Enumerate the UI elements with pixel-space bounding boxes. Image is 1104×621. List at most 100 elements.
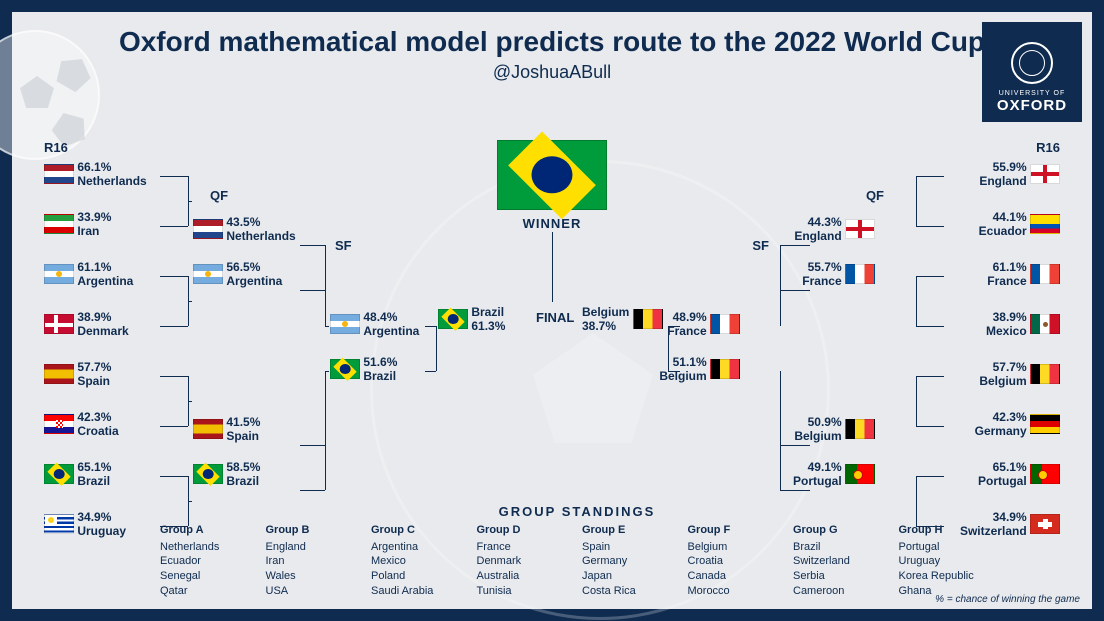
final-left: Brazil61.3% — [438, 305, 505, 333]
bracket-line — [160, 276, 188, 277]
qf-node: 56.5%Argentina — [193, 260, 282, 288]
bracket-line — [325, 371, 329, 372]
bracket-line — [425, 326, 436, 327]
group-col: Group BEnglandIranWalesUSA — [266, 523, 362, 599]
flag-icon — [1030, 414, 1060, 434]
bracket-line — [916, 276, 917, 326]
group-col: Group GBrazilSwitzerlandSerbiaCameroon — [793, 523, 889, 599]
crest-icon — [1011, 42, 1053, 84]
bracket-line — [780, 245, 810, 246]
bracket-line — [780, 290, 810, 291]
groups-title: GROUP STANDINGS — [160, 504, 994, 519]
bracket-line — [916, 226, 944, 227]
r16-node: 33.9%Iran — [44, 210, 111, 238]
flag-icon — [44, 314, 74, 334]
group-col: Group CArgentinaMexicoPolandSaudi Arabia — [371, 523, 467, 599]
label-final: FINAL — [536, 310, 574, 325]
label-sf-left: SF — [335, 238, 352, 253]
bracket-line — [552, 232, 553, 302]
group-col: Group ANetherlandsEcuadorSenegalQatar — [160, 523, 256, 599]
logo-name: OXFORD — [997, 97, 1067, 114]
bracket-line — [300, 490, 325, 491]
r16-node: 34.9%Uruguay — [44, 510, 126, 538]
bracket-line — [188, 401, 192, 402]
bracket-line — [916, 376, 917, 426]
bracket-line — [325, 326, 329, 327]
r16-node: 61.1%Argentina — [44, 260, 133, 288]
flag-icon — [44, 164, 74, 184]
bracket-line — [668, 326, 680, 327]
sf-node: 48.4%Argentina — [330, 310, 419, 338]
qf-node: 49.1%Portugal — [793, 460, 875, 488]
bracket-line — [668, 326, 669, 371]
bracket-line — [188, 501, 192, 502]
qf-node: 55.7%France — [802, 260, 875, 288]
flag-icon — [1030, 364, 1060, 384]
sf-node: 51.6%Brazil — [330, 355, 397, 383]
bracket-line — [160, 226, 188, 227]
logo-univ: UNIVERSITY OF — [999, 90, 1066, 97]
bracket-line — [300, 245, 325, 246]
bracket-line — [916, 376, 944, 377]
r16-node: 42.3%Germany — [975, 410, 1060, 438]
label-sf-right: SF — [752, 238, 769, 253]
bracket-line — [325, 268, 326, 327]
sf-node: 51.1%Belgium — [659, 355, 740, 383]
flag-icon — [44, 214, 74, 234]
flag-icon — [193, 264, 223, 284]
label-r16-left: R16 — [44, 140, 68, 155]
bracket-line — [780, 371, 781, 468]
bracket-line — [300, 445, 325, 446]
group-col: Group FBelgiumCroatiaCanadaMorocco — [688, 523, 784, 599]
bracket-line — [160, 326, 188, 327]
group-col: Group ESpainGermanyJapanCosta Rica — [582, 523, 678, 599]
bracket-line — [188, 301, 192, 302]
qf-node: 41.5%Spain — [193, 415, 260, 443]
flag-icon — [1030, 214, 1060, 234]
flag-icon — [193, 464, 223, 484]
qf-node: 43.5%Netherlands — [193, 215, 296, 243]
r16-node: 38.9%Denmark — [44, 310, 129, 338]
bracket-line — [916, 176, 944, 177]
label-qf-right: QF — [866, 188, 884, 203]
label-qf-left: QF — [210, 188, 228, 203]
r16-node: 61.1%France — [987, 260, 1060, 288]
flag-icon — [44, 264, 74, 284]
r16-node: 38.9%Mexico — [986, 310, 1060, 338]
flag-icon — [1030, 264, 1060, 284]
flag-icon — [845, 419, 875, 439]
flag-icon — [845, 464, 875, 484]
qf-node: 44.3%England — [794, 215, 875, 243]
bracket-line — [425, 371, 436, 372]
bracket-line — [160, 176, 188, 177]
winner-block: WINNER — [497, 140, 607, 231]
subtitle: @JoshuaABull — [0, 62, 1104, 83]
r16-node: 55.9%England — [979, 160, 1060, 188]
flag-icon — [710, 314, 740, 334]
bracket-line — [668, 371, 680, 372]
r16-node: 42.3%Croatia — [44, 410, 119, 438]
flag-icon — [1030, 514, 1060, 534]
r16-node: 57.7%Spain — [44, 360, 111, 388]
bracket-line — [916, 326, 944, 327]
bracket-line — [436, 326, 437, 371]
winner-label: WINNER — [497, 216, 607, 231]
page-title: Oxford mathematical model predicts route… — [0, 26, 1104, 58]
flag-icon — [710, 359, 740, 379]
flag-icon — [44, 414, 74, 434]
bracket-line — [188, 201, 192, 202]
bracket-line — [780, 490, 810, 491]
bracket-line — [325, 371, 326, 468]
flag-icon — [845, 219, 875, 239]
flag-icon — [330, 314, 360, 334]
bracket-line — [916, 476, 944, 477]
flag-icon — [44, 514, 74, 534]
flag-icon — [44, 464, 74, 484]
flag-icon — [845, 264, 875, 284]
r16-node: 66.1%Netherlands — [44, 160, 147, 188]
r16-node: 65.1%Portugal — [978, 460, 1060, 488]
bracket-line — [160, 376, 188, 377]
flag-icon — [44, 364, 74, 384]
group-standings: GROUP STANDINGS Group ANetherlandsEcuado… — [160, 504, 994, 599]
bracket-line — [300, 290, 325, 291]
